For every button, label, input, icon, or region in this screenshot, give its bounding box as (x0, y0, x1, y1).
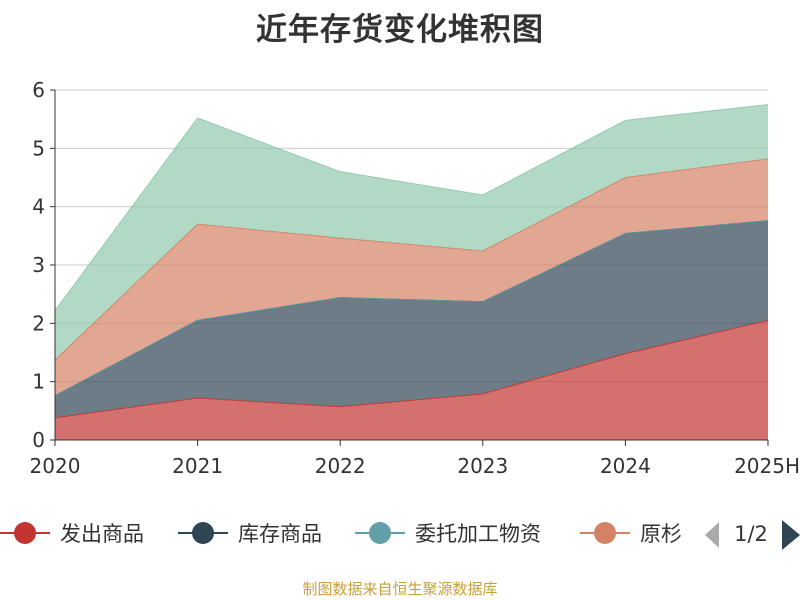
chart-title: 近年存货变化堆积图 (256, 12, 544, 48)
data-source-note: 制图数据来自恒生聚源数据库 (302, 580, 498, 598)
triangle-right-icon[interactable] (782, 520, 800, 550)
legend-label: 委托加工物资 (415, 522, 541, 546)
x-tick-label: 2024 (600, 454, 651, 478)
area-发出商品-line (54, 319, 769, 419)
y-tick-label: 6 (32, 78, 45, 102)
y-tick-label: 3 (32, 253, 45, 277)
area-委托加工物资-line (54, 220, 769, 397)
y-tick-label: 2 (32, 311, 45, 335)
legend-item[interactable]: 库存商品 (178, 522, 322, 546)
area-库存商品 (55, 220, 768, 418)
legend-marker (369, 522, 391, 544)
area-series (55, 104, 768, 440)
legend-label: 库存商品 (238, 522, 322, 546)
legend: 发出商品 库存商品 委托加工物资 原杉 1/2 (0, 520, 800, 550)
legend-marker (192, 522, 214, 544)
area-原材料 (55, 158, 768, 396)
legend-item[interactable]: 委托加工物资 (355, 522, 541, 546)
area-发出商品 (55, 320, 768, 440)
y-tick-label: 0 (32, 428, 45, 452)
triangle-left-icon[interactable] (705, 522, 719, 548)
area-series-5-line (54, 104, 769, 311)
area-原材料-line (54, 158, 769, 361)
legend-marker (594, 522, 616, 544)
area-series-5 (55, 104, 768, 361)
area-outlines (54, 104, 769, 419)
axes: 0 1 2 3 4 5 6 2020 2021 2022 2023 2024 2025H (30, 78, 800, 478)
legend-marker (14, 522, 36, 544)
y-tick-label: 5 (32, 136, 45, 160)
y-tick-label: 1 (32, 370, 45, 394)
x-tick-label: 2021 (172, 454, 223, 478)
x-tick-label: 2022 (315, 454, 366, 478)
legend-label: 原杉 (640, 522, 682, 546)
y-tick-label: 4 (32, 195, 45, 219)
legend-page-label: 1/2 (734, 522, 768, 546)
legend-label: 发出商品 (60, 522, 144, 546)
x-tick-label: 2023 (457, 454, 508, 478)
x-tick-label: 2020 (30, 454, 81, 478)
legend-item[interactable]: 发出商品 (0, 522, 144, 546)
legend-item[interactable]: 原杉 (580, 522, 682, 546)
x-tick-label: 2025H (734, 454, 800, 478)
